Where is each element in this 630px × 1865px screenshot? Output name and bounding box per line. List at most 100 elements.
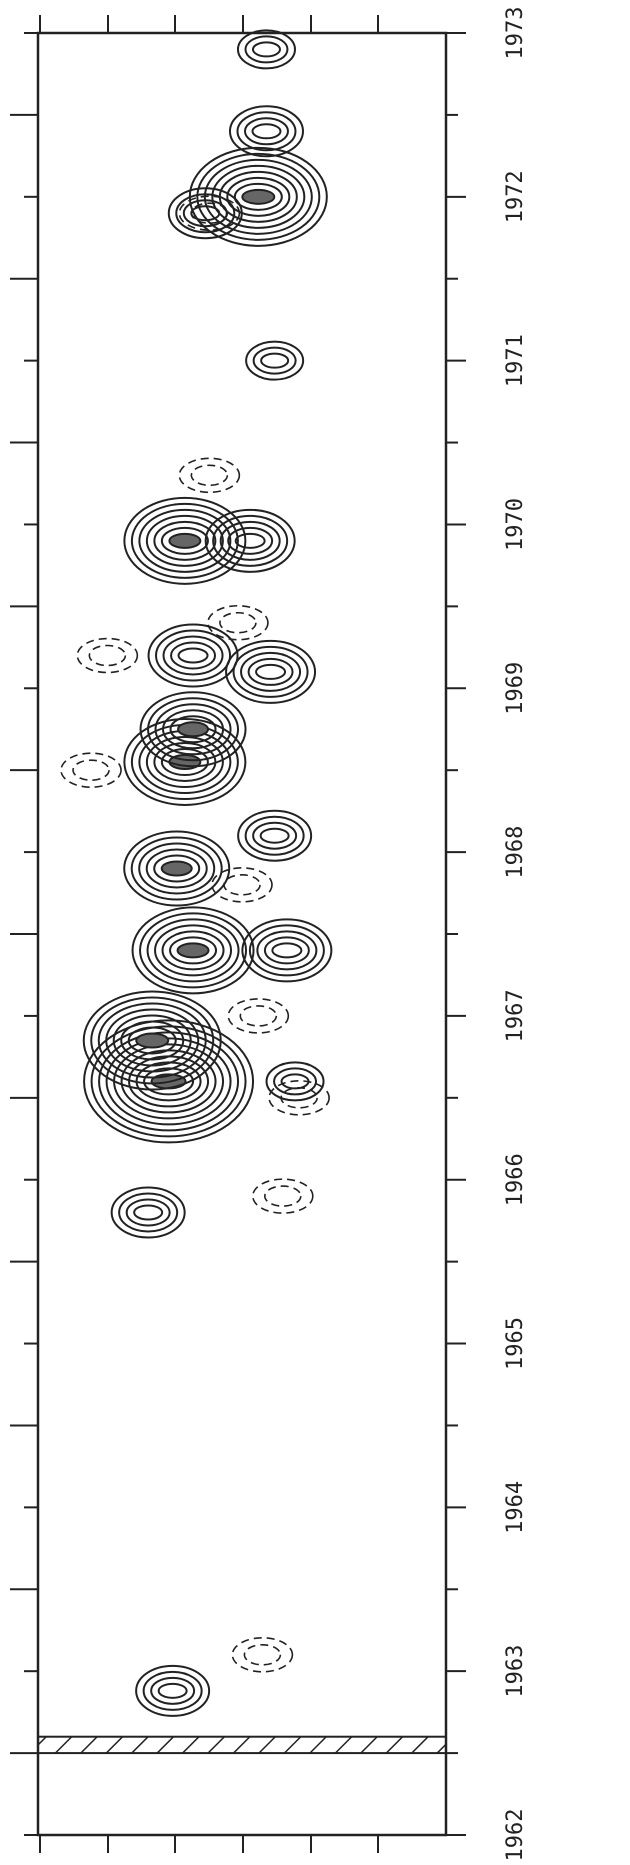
peak-contour bbox=[135, 1032, 170, 1049]
peak-contour bbox=[131, 906, 255, 995]
trough-contour bbox=[239, 1005, 278, 1027]
year-label: 1973 bbox=[503, 7, 528, 60]
peak-contour bbox=[143, 1067, 195, 1096]
peak-contour bbox=[112, 1014, 192, 1067]
peak-contour bbox=[135, 1664, 211, 1717]
peak-contour bbox=[83, 1019, 255, 1144]
peak-contour bbox=[196, 152, 321, 241]
peak-contour bbox=[130, 836, 223, 901]
trough-contour bbox=[76, 637, 139, 674]
peak-contour bbox=[123, 830, 231, 907]
year-label: 1963 bbox=[503, 1645, 528, 1698]
peak-contour bbox=[236, 111, 297, 152]
gap-band bbox=[37, 1735, 447, 1755]
year-label: 1971 bbox=[503, 334, 528, 387]
trough-contour bbox=[223, 874, 261, 896]
year-label: 1962 bbox=[503, 1809, 528, 1862]
trough-contour bbox=[227, 998, 290, 1034]
peak-contour bbox=[145, 848, 208, 889]
peak-contour bbox=[240, 651, 302, 692]
peak-contour bbox=[153, 854, 201, 883]
year-label: 1964 bbox=[503, 1481, 528, 1534]
peak-contour bbox=[188, 146, 328, 247]
peak-contour bbox=[105, 1008, 200, 1073]
peak-contour bbox=[160, 860, 193, 877]
peak-contour bbox=[133, 1204, 164, 1221]
peak-contour bbox=[150, 1676, 196, 1705]
peak-contour bbox=[110, 1186, 186, 1239]
peak-contour bbox=[139, 691, 247, 768]
trough-contour bbox=[280, 1087, 318, 1109]
peak-contour bbox=[177, 647, 209, 664]
year-label: 1966 bbox=[503, 1153, 528, 1206]
peak-contour bbox=[120, 1020, 185, 1061]
peak-contour bbox=[127, 1026, 177, 1055]
peak-contour bbox=[118, 1192, 179, 1233]
trough-contour bbox=[268, 1080, 330, 1116]
peak-contour bbox=[145, 735, 224, 788]
peak-contour bbox=[244, 815, 305, 856]
trough-contour bbox=[190, 464, 229, 487]
year-label: 1969 bbox=[503, 662, 528, 715]
peak-contour bbox=[153, 520, 217, 561]
peak-contour bbox=[170, 641, 217, 670]
peak-contour bbox=[265, 1061, 325, 1102]
peak-contour bbox=[162, 709, 225, 750]
trough-contour bbox=[60, 752, 122, 788]
peak-contour bbox=[82, 990, 222, 1091]
trough-contour bbox=[190, 202, 229, 224]
data-gap bbox=[37, 1735, 447, 1755]
peak-contour bbox=[125, 1198, 171, 1227]
peak-contour bbox=[232, 645, 309, 698]
peak-contour bbox=[160, 526, 209, 555]
peak-contour bbox=[256, 930, 318, 971]
peak-contour bbox=[247, 657, 294, 686]
peak-contour bbox=[157, 1682, 188, 1699]
peak-contour bbox=[162, 635, 224, 676]
peak-contour bbox=[225, 639, 317, 704]
contour-lines bbox=[60, 29, 333, 1717]
trough-contour bbox=[231, 1637, 294, 1673]
peak-contour bbox=[226, 176, 291, 217]
peak-contour bbox=[169, 936, 218, 965]
peak-contour bbox=[146, 918, 240, 983]
trough-contour bbox=[263, 1185, 302, 1207]
peak-contour bbox=[155, 629, 232, 682]
peak-contour bbox=[248, 924, 325, 977]
peak-contour bbox=[237, 809, 313, 862]
peak-contour bbox=[154, 924, 233, 977]
trough-contour bbox=[178, 457, 241, 494]
peak-contour bbox=[236, 29, 296, 70]
peak-contour bbox=[255, 663, 287, 680]
peak-contour bbox=[212, 514, 289, 567]
year-label: 1970 bbox=[503, 498, 528, 551]
peak-contour bbox=[271, 942, 303, 959]
peak-contour bbox=[233, 182, 283, 211]
peak-contour bbox=[98, 1031, 240, 1132]
peak-contour bbox=[227, 526, 274, 555]
peak-contour bbox=[252, 821, 298, 850]
peak-contour bbox=[244, 35, 289, 64]
peak-contour bbox=[138, 508, 232, 573]
peak-contour bbox=[139, 912, 248, 989]
year-label: 1968 bbox=[503, 826, 528, 879]
year-label: 1967 bbox=[503, 989, 528, 1042]
trough-contour bbox=[219, 611, 257, 634]
trough-contour bbox=[251, 1178, 314, 1214]
peak-contour bbox=[161, 930, 225, 971]
trough-contour bbox=[178, 195, 241, 231]
trough-contour bbox=[72, 759, 110, 781]
peak-contour bbox=[90, 996, 215, 1085]
peak-contour bbox=[260, 352, 290, 369]
peak-contour bbox=[204, 508, 296, 573]
peak-contour bbox=[241, 918, 333, 983]
trough-contour bbox=[88, 644, 127, 667]
trough-contour bbox=[211, 867, 273, 903]
peak-contour bbox=[228, 105, 304, 158]
peak-contour bbox=[259, 827, 290, 844]
peak-contour bbox=[211, 164, 306, 229]
peak-contour bbox=[219, 520, 281, 561]
peak-contour bbox=[273, 1067, 318, 1096]
year-label: 1972 bbox=[503, 170, 528, 223]
peak-contour bbox=[243, 117, 289, 146]
